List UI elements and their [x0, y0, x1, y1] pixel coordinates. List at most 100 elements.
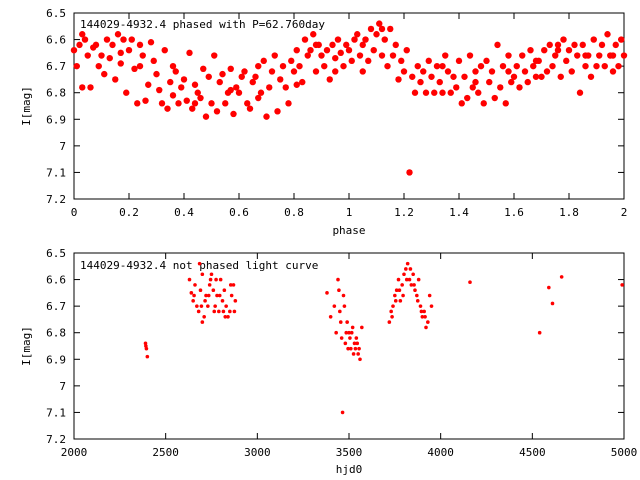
data-point [218, 277, 223, 282]
data-point [347, 330, 351, 335]
data-point [241, 68, 248, 75]
data-point [191, 100, 199, 107]
data-point [450, 73, 457, 80]
data-point [576, 89, 584, 96]
data-point [439, 89, 446, 96]
data-point [409, 73, 416, 80]
data-point [351, 352, 356, 356]
data-point [349, 346, 353, 351]
data-point [352, 341, 357, 346]
data-point [228, 283, 233, 287]
x-tick-label: 0.6 [229, 206, 249, 219]
data-point [212, 309, 217, 314]
x-axis-label: hjd0 [336, 463, 363, 476]
data-point [226, 314, 230, 319]
data-point [358, 357, 362, 362]
data-point [128, 36, 135, 43]
data-point [338, 309, 342, 314]
data-point [79, 84, 86, 91]
data-point [112, 76, 119, 83]
data-point [464, 94, 471, 102]
data-point [393, 293, 397, 298]
x-tick-label: 0 [71, 206, 78, 219]
data-point [206, 304, 210, 308]
data-point [161, 47, 168, 54]
data-point [193, 283, 197, 287]
y-tick-label: 6.6 [46, 274, 66, 287]
data-point [378, 52, 386, 59]
data-point [609, 52, 617, 59]
data-point [310, 31, 317, 38]
plot-frame [73, 12, 625, 200]
data-point [249, 78, 256, 86]
data-point [90, 44, 97, 51]
data-point [480, 100, 487, 107]
data-point [222, 288, 227, 293]
data-point [191, 81, 199, 88]
data-point [411, 89, 419, 96]
data-point [582, 62, 589, 70]
data-point [338, 320, 343, 324]
data-point [530, 62, 537, 70]
data-point [355, 341, 360, 346]
data-point [312, 68, 320, 75]
data-point [227, 65, 234, 73]
data-point [191, 299, 195, 303]
y-tick-label: 7 [59, 140, 66, 153]
x-tick-label: 2 [621, 206, 628, 219]
data-point [494, 41, 501, 49]
data-point [208, 100, 215, 107]
data-point [356, 352, 360, 356]
data-point [390, 314, 394, 319]
data-point [354, 31, 361, 38]
data-point [472, 78, 479, 86]
data-point [436, 78, 443, 86]
data-point [205, 73, 212, 80]
data-point [101, 70, 108, 78]
data-point [187, 277, 192, 282]
data-point [527, 47, 534, 54]
data-point [200, 272, 205, 277]
data-point [117, 60, 124, 67]
data-point [491, 94, 498, 102]
data-point [266, 84, 273, 91]
data-point [609, 68, 617, 75]
data-point [414, 62, 421, 70]
data-point [418, 304, 423, 308]
data-point [560, 36, 567, 43]
data-point [439, 62, 446, 70]
data-point [282, 84, 289, 91]
data-point [415, 299, 420, 303]
data-point [200, 320, 205, 324]
data-point [596, 52, 603, 59]
data-point [557, 73, 564, 80]
data-point [244, 100, 251, 107]
data-point [521, 68, 529, 75]
data-point [345, 320, 349, 324]
y-axis-label: I[mag] [20, 326, 33, 366]
data-point [488, 68, 496, 75]
data-point [341, 293, 346, 298]
data-point [505, 68, 512, 75]
unphased-light-curve-chart: 144029-4932.4 not phased light curve I[m… [20, 247, 637, 476]
data-point [615, 62, 622, 70]
data-point [216, 78, 223, 86]
data-point [373, 31, 380, 38]
data-point [598, 41, 606, 49]
data-point [420, 68, 427, 75]
data-point [323, 47, 331, 54]
data-point [427, 293, 432, 298]
data-point [571, 41, 578, 49]
data-point [200, 65, 207, 73]
x-tick-label: 5000 [611, 446, 638, 459]
x-tick-label: 2500 [152, 446, 179, 459]
data-point [620, 52, 628, 59]
data-point [396, 277, 401, 282]
data-point [541, 47, 548, 54]
data-point [574, 52, 581, 59]
data-point [422, 309, 426, 314]
data-point [169, 92, 177, 99]
data-point [231, 283, 236, 287]
data-point [271, 52, 278, 59]
data-point [350, 325, 355, 330]
